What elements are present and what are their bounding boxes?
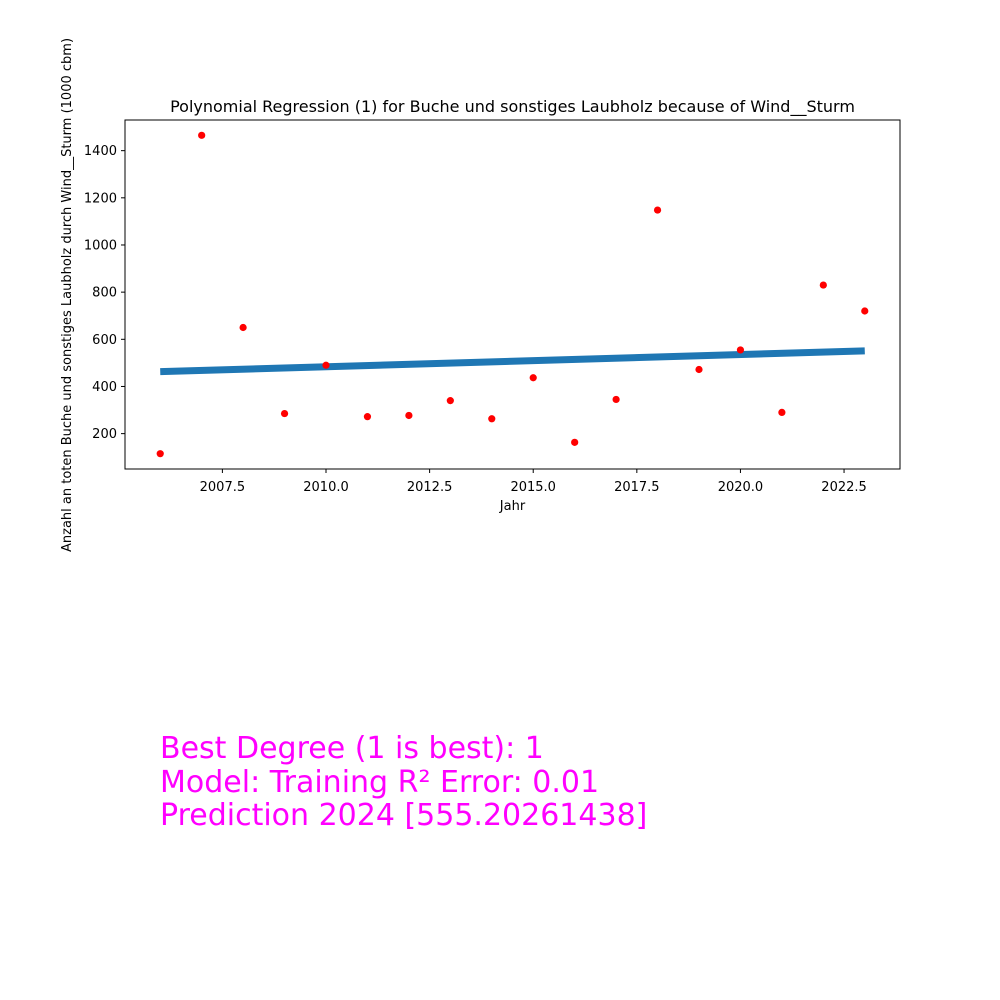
x-tick-label: 2017.5 xyxy=(614,480,660,495)
x-tick-label: 2007.5 xyxy=(200,480,246,495)
y-axis: 200 400 600 800 1000 1200 1400 xyxy=(84,144,125,442)
training-error-text: Model: Training R² Error: 0.01 xyxy=(160,764,600,800)
best-degree-text: Best Degree (1 is best): 1 xyxy=(160,731,544,766)
x-tick-label: 2012.5 xyxy=(407,480,453,495)
data-point xyxy=(280,409,289,418)
data-point xyxy=(529,374,537,382)
data-point xyxy=(198,131,206,139)
y-tick-label: 1400 xyxy=(84,144,117,159)
results-annotation: Best Degree (1 is best): 1 Model: Traini… xyxy=(160,732,647,833)
data-point xyxy=(571,438,579,446)
data-point xyxy=(653,206,662,214)
plot-content xyxy=(156,131,869,458)
x-axis: 2007.5 2010.0 2012.5 2015.0 2017.5 2020.0 2022… xyxy=(200,469,867,495)
x-tick-label: 2010.0 xyxy=(303,480,349,495)
y-tick-label: 1000 xyxy=(84,238,117,253)
data-point xyxy=(778,408,786,417)
data-point xyxy=(446,397,454,405)
y-tick-label: 400 xyxy=(92,380,117,395)
chart-title: Polynomial Regression (1) for Buche und … xyxy=(170,97,855,117)
axes-frame xyxy=(124,119,901,470)
data-point xyxy=(736,346,745,354)
data-point xyxy=(239,323,247,332)
data-point xyxy=(695,365,703,374)
y-tick-label: 800 xyxy=(92,286,117,301)
data-point xyxy=(322,361,330,369)
prediction-text: Prediction 2024 [555.20261438] xyxy=(160,798,648,833)
y-axis-label: Anzahl an toten Buche und sonstiges Laub… xyxy=(60,38,75,552)
x-axis-label: Jahr xyxy=(499,499,526,514)
data-point xyxy=(861,307,869,315)
y-tick-label: 200 xyxy=(92,427,117,442)
data-point xyxy=(612,395,620,404)
data-point xyxy=(363,413,372,421)
x-tick-label: 2015.0 xyxy=(510,480,556,495)
y-tick-label: 600 xyxy=(92,333,117,348)
y-tick-label: 1200 xyxy=(84,191,117,206)
data-point xyxy=(405,411,413,420)
x-tick-label: 2020.0 xyxy=(718,480,764,495)
data-point xyxy=(488,415,496,423)
regression-line xyxy=(160,347,865,376)
data-point xyxy=(819,281,827,289)
x-tick-label: 2022.5 xyxy=(821,480,867,495)
data-point xyxy=(156,450,164,458)
